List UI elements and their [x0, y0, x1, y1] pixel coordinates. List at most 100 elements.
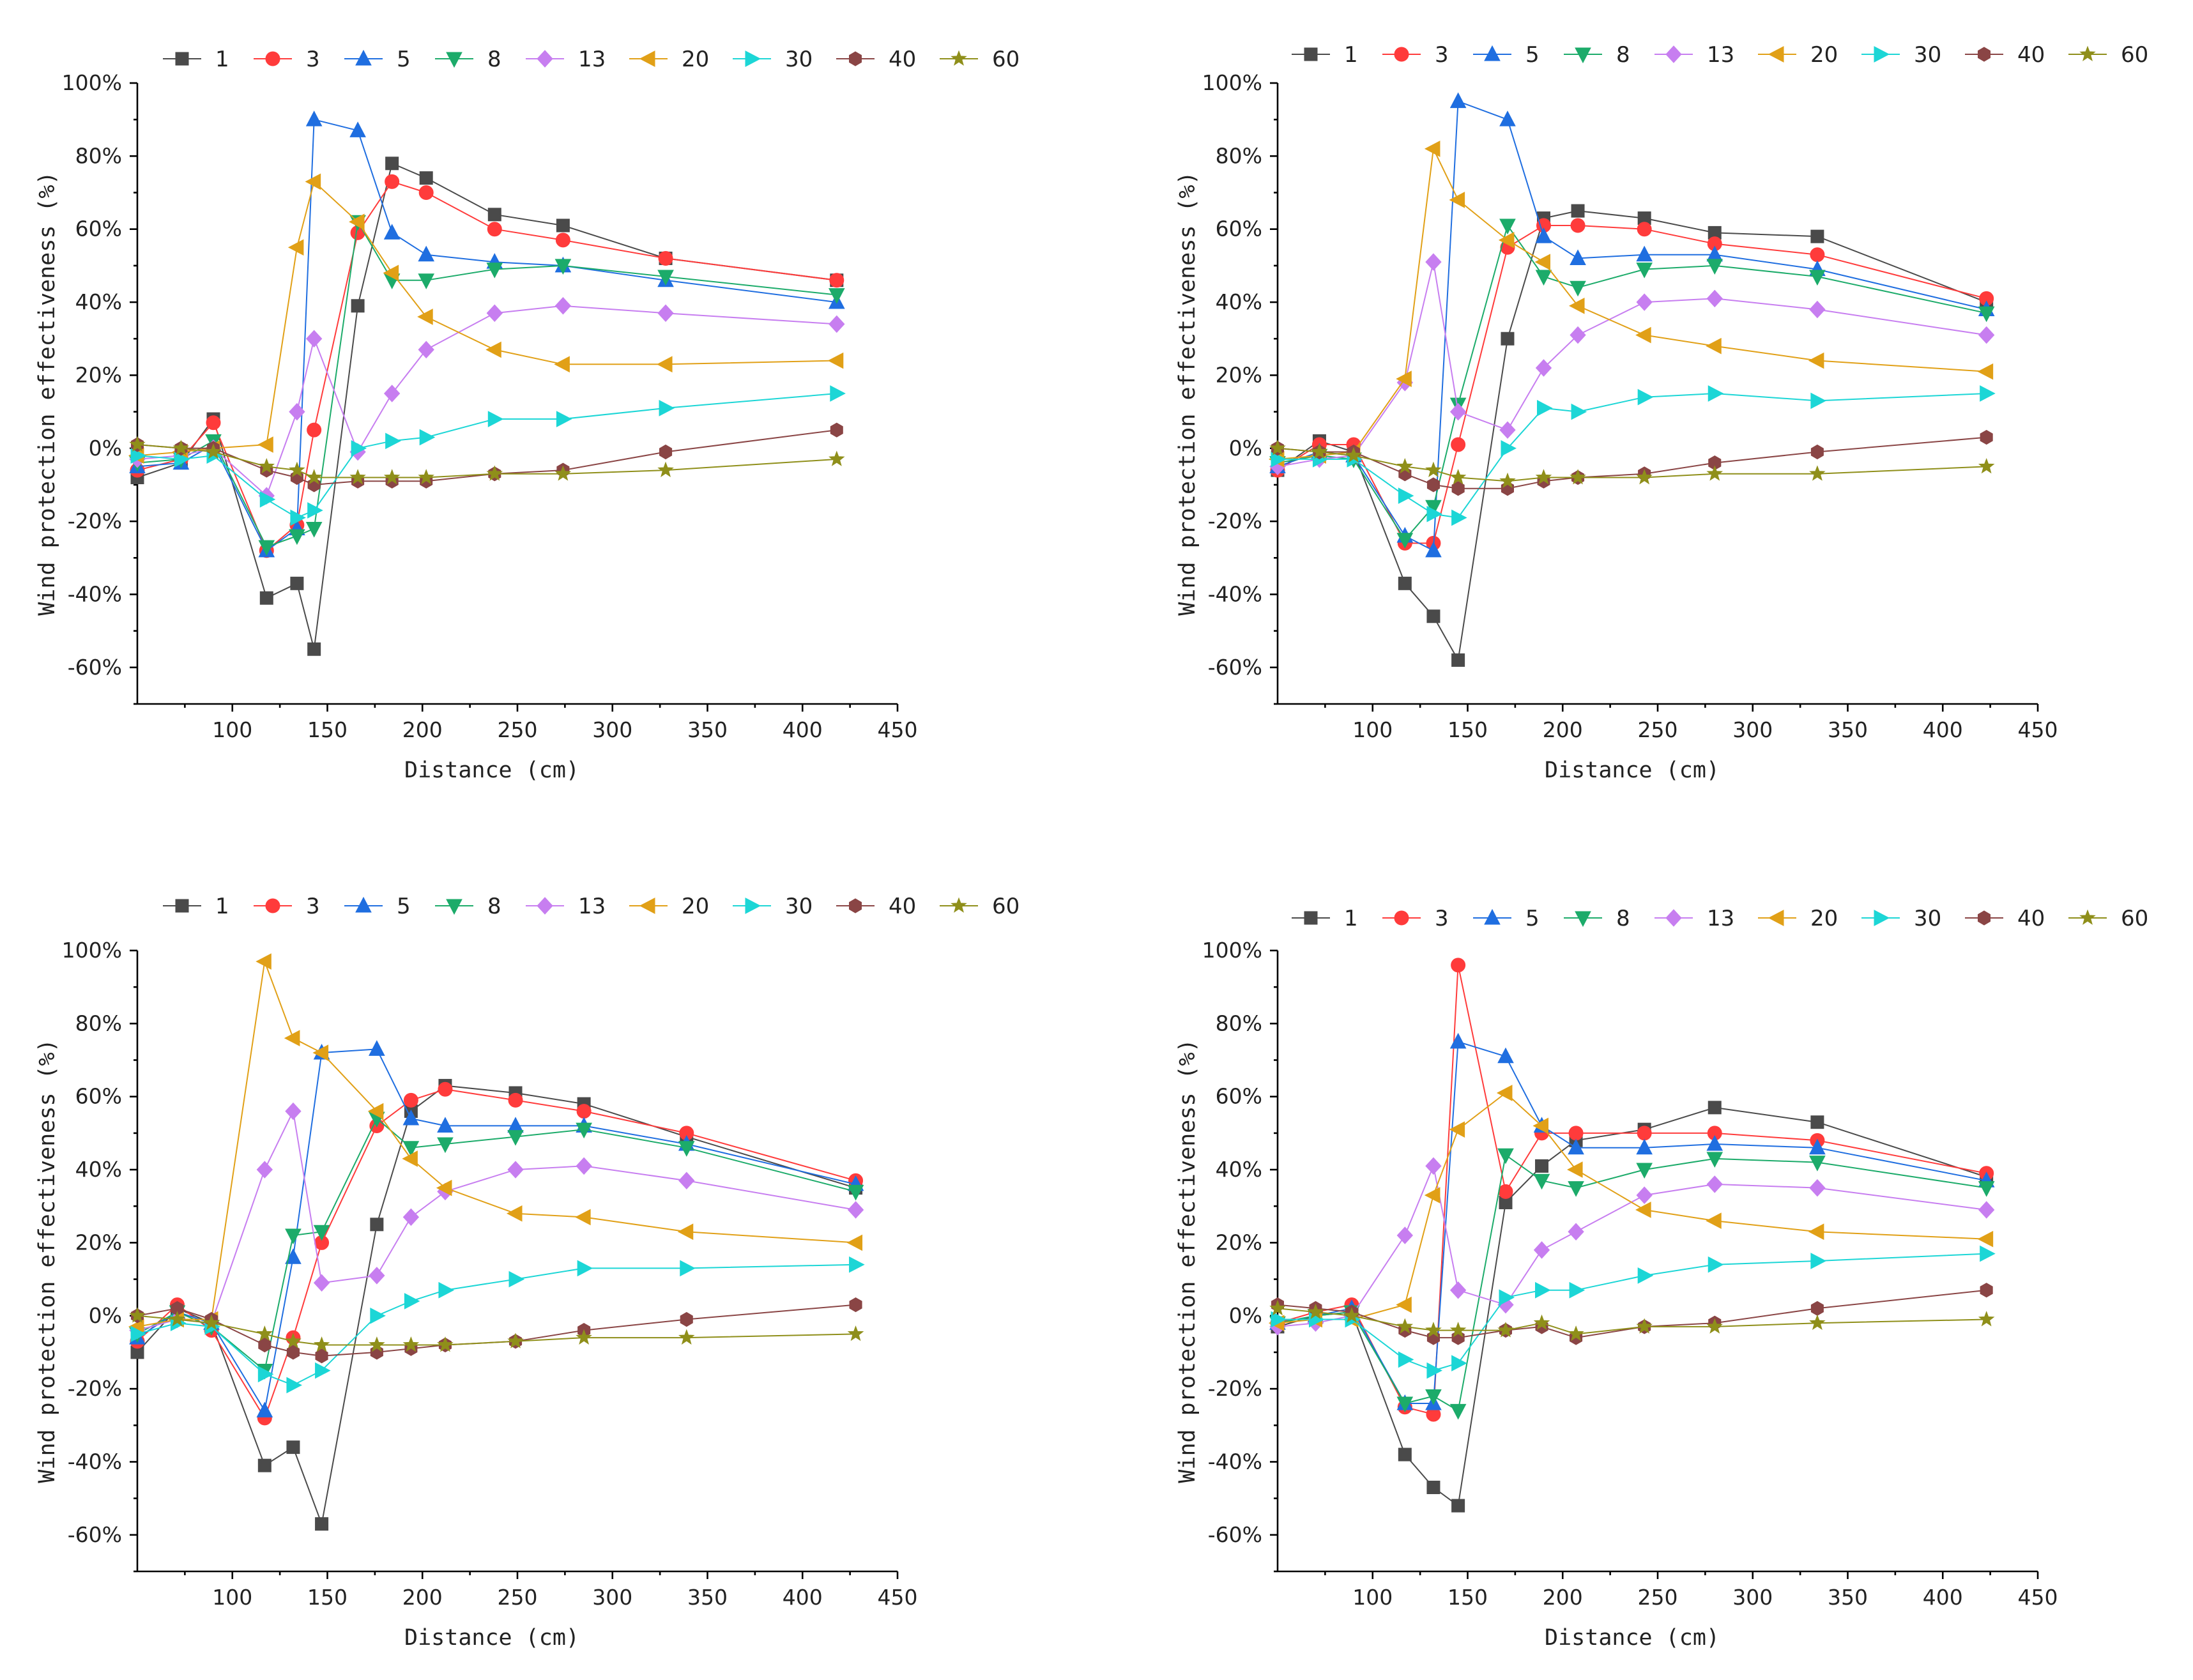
data-point-30: [404, 1293, 420, 1310]
series-line-13: [137, 1110, 856, 1331]
legend-label: 60: [992, 47, 1020, 72]
data-point-3: [1810, 247, 1825, 263]
data-point-60: [1570, 469, 1586, 485]
data-point-30: [1569, 1281, 1586, 1299]
legend-label: 3: [1435, 42, 1449, 68]
data-point-8: [1636, 1163, 1653, 1179]
data-point-20: [284, 1030, 300, 1047]
legend-item-13: 13: [1654, 906, 1734, 931]
data-point-20: [349, 213, 365, 231]
data-point-3: [508, 1092, 523, 1108]
data-point-60: [258, 457, 275, 474]
data-point-30: [1810, 1253, 1826, 1269]
legend-label: 40: [2017, 906, 2045, 931]
series-60: [129, 436, 845, 485]
legend-label: 30: [785, 894, 813, 919]
legend-marker-8: [446, 899, 462, 915]
y-tick-label: 80%: [1216, 143, 1262, 168]
data-point-1: [1501, 332, 1515, 346]
data-point-13: [486, 304, 503, 322]
data-point-5: [507, 1117, 524, 1133]
data-point-5: [1570, 249, 1586, 265]
legend-marker-40: [1978, 47, 1991, 62]
data-point-13: [1706, 1175, 1723, 1193]
y-tick-label: 80%: [75, 143, 122, 168]
legend-item-1: 1: [163, 47, 229, 72]
legend: 1 3 5 8 13 20 30 40 60: [1292, 906, 2148, 931]
x-tick-label: 150: [1448, 1585, 1488, 1610]
data-point-8: [657, 270, 674, 286]
legend-label: 60: [2121, 42, 2148, 68]
series-line-40: [137, 429, 837, 485]
data-point-20: [402, 1150, 418, 1167]
legend-item-3: 3: [254, 894, 320, 919]
data-point-1: [1451, 653, 1465, 667]
data-point-60: [1533, 1314, 1550, 1331]
data-point-30: [130, 1325, 147, 1343]
data-point-30: [1426, 505, 1443, 523]
data-point-13: [657, 304, 674, 322]
legend-item-1: 1: [163, 894, 229, 919]
legend-item-20: 20: [1758, 906, 1838, 931]
series-line-5: [1277, 100, 1987, 551]
data-point-60: [383, 469, 401, 485]
data-point-5: [305, 111, 323, 126]
data-point-60: [285, 1333, 302, 1348]
legend-item-5: 5: [1473, 42, 1540, 68]
x-tick-label: 100: [1352, 1585, 1393, 1610]
data-point-13: [256, 1161, 273, 1179]
series-20: [128, 953, 863, 1335]
data-point-1: [1810, 229, 1824, 243]
data-point-13: [1978, 326, 1995, 344]
data-point-13: [383, 385, 401, 402]
legend-label: 5: [1525, 42, 1540, 68]
data-point-60: [1449, 1322, 1467, 1338]
data-point-8: [486, 263, 503, 279]
data-point-1: [1451, 1499, 1465, 1513]
series-line-40: [1277, 1289, 1987, 1339]
legend-marker-3: [265, 51, 280, 66]
legend-label: 5: [397, 894, 411, 919]
data-point-1: [487, 208, 501, 222]
y-tick-label: 40%: [1216, 1157, 1262, 1182]
legend-label: 20: [682, 47, 709, 72]
data-point-8: [1535, 270, 1552, 286]
data-point-60: [1706, 1318, 1723, 1334]
data-point-13: [1570, 326, 1586, 344]
legend-label: 3: [1435, 906, 1449, 931]
x-axis-title: Distance (cm): [1545, 1625, 1720, 1651]
data-point-60: [129, 436, 146, 452]
legend-marker-3: [265, 898, 280, 913]
data-point-8: [1978, 306, 1995, 323]
data-point-30: [1501, 439, 1517, 457]
y-tick-label: -20%: [68, 508, 122, 533]
data-point-13: [678, 1172, 695, 1189]
data-point-5: [1497, 1047, 1514, 1064]
data-point-8: [1396, 533, 1414, 549]
data-point-8: [1570, 280, 1586, 297]
data-point-1: [307, 642, 321, 656]
legend-item-60: 60: [940, 894, 1020, 919]
data-point-1: [1426, 1480, 1440, 1494]
data-point-20: [1449, 192, 1465, 208]
legend-marker-13: [537, 897, 553, 915]
series-line-1: [137, 162, 837, 650]
data-point-60: [657, 461, 674, 477]
legend-label: 1: [1344, 42, 1358, 68]
data-point-20: [1706, 1212, 1722, 1229]
data-point-60: [1497, 1322, 1514, 1338]
data-point-60: [507, 1333, 524, 1348]
legend-label: 8: [487, 47, 501, 72]
legend-item-8: 8: [435, 47, 501, 72]
data-point-3: [576, 1104, 592, 1119]
data-point-60: [369, 1336, 385, 1352]
data-point-60: [305, 469, 323, 485]
data-point-1: [1810, 1115, 1824, 1129]
data-point-5: [383, 224, 401, 240]
legend-marker-60: [2079, 909, 2096, 925]
x-tick-label: 450: [878, 1585, 918, 1610]
legend-item-40: 40: [836, 894, 916, 919]
data-point-8: [1809, 1156, 1826, 1172]
data-point-3: [206, 415, 221, 431]
